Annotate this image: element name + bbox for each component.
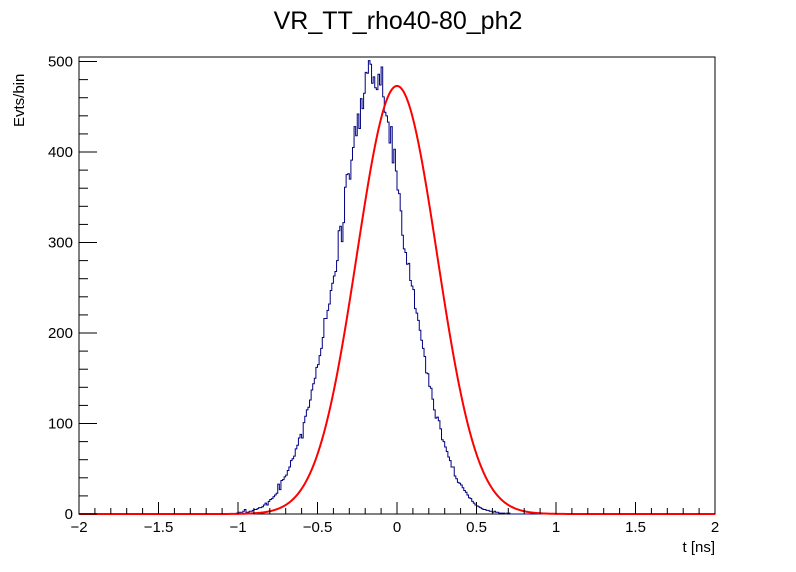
y-tick-label: 300 <box>48 235 73 252</box>
y-tick-label: 200 <box>48 325 73 342</box>
x-tick-label: −2 <box>70 519 87 536</box>
x-tick-label: 0.5 <box>466 519 487 536</box>
axis-ticks-layer <box>78 61 716 515</box>
x-tick-label: 1 <box>552 519 560 536</box>
y-tick-label: 100 <box>48 416 73 433</box>
fit-curve-layer <box>79 84 715 515</box>
chart-title: VR_TT_rho40-80_ph2 <box>274 7 523 35</box>
x-tick-label: −1.5 <box>144 519 174 536</box>
x-tick-label: −0.5 <box>303 519 333 536</box>
y-tick-label: 400 <box>48 144 73 161</box>
y-tick-label: 0 <box>65 506 73 523</box>
x-tick-label: 1.5 <box>625 519 646 536</box>
x-tick-label: 0 <box>393 519 401 536</box>
y-axis-label: Evts/bin <box>11 74 28 127</box>
x-tick-label: 2 <box>711 519 719 536</box>
x-axis-label: t [ns] <box>682 539 715 556</box>
x-tick-label: −1 <box>229 519 246 536</box>
y-tick-label: 500 <box>48 54 73 71</box>
tick-labels-layer: −2 −1.5 −1 −0.5 0 0.5 1 1.5 2 0 100 200 300 400 500 <box>48 54 719 536</box>
fit-curve-series <box>79 84 715 515</box>
